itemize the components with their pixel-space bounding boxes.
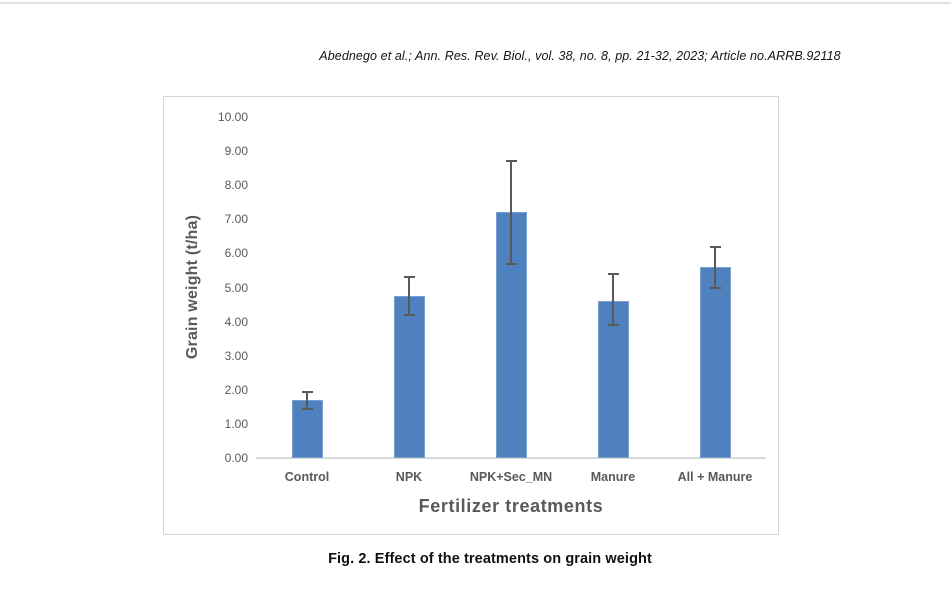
y-tick-label: 2.00 bbox=[224, 382, 248, 397]
error-bar-cap-top bbox=[709, 245, 721, 248]
y-tick-label: 5.00 bbox=[224, 280, 248, 295]
x-tick-label: All + Manure bbox=[677, 470, 753, 484]
y-tick-label: 6.00 bbox=[224, 246, 248, 261]
y-tick-label: 8.00 bbox=[224, 178, 248, 193]
y-tick-label: 7.00 bbox=[224, 212, 248, 227]
bar-all-manure bbox=[699, 267, 731, 458]
chart-frame: Grain weight (t/ha) 0.00 1.00 2.00 3.00 4.00… bbox=[163, 96, 779, 535]
x-tick-label: Control bbox=[284, 470, 330, 484]
error-bar-cap-bottom bbox=[607, 324, 619, 326]
error-bar-line bbox=[306, 391, 308, 409]
running-header: Abednego et al.; Ann. Res. Rev. Biol., v… bbox=[319, 49, 841, 63]
y-tick-label: 4.00 bbox=[224, 314, 248, 329]
error-bar-line bbox=[510, 161, 512, 264]
x-axis-title: Fertilizer treatments bbox=[418, 496, 604, 516]
y-tick-label: 9.00 bbox=[224, 144, 248, 159]
y-tick-label: 3.00 bbox=[224, 348, 248, 363]
page-top-divider bbox=[0, 2, 951, 4]
y-tick-label: 0.00 bbox=[224, 451, 248, 465]
x-tick-label: NPK+Sec_MN bbox=[469, 470, 553, 484]
bar-manure bbox=[597, 301, 629, 458]
error-bar-cap-bottom bbox=[301, 407, 313, 410]
figure-caption: Fig. 2. Effect of the treatments on grai… bbox=[328, 551, 652, 567]
error-bar-line bbox=[714, 246, 716, 288]
error-bar-cap-top bbox=[301, 390, 313, 393]
x-tick-label: Manure bbox=[590, 470, 636, 484]
error-bar-cap-top bbox=[607, 272, 619, 275]
bar-control bbox=[291, 400, 323, 458]
error-bar-cap-top bbox=[403, 276, 415, 279]
error-bar-cap-bottom bbox=[505, 262, 517, 265]
x-axis-line bbox=[256, 457, 766, 459]
bar-npk bbox=[393, 296, 425, 458]
error-bar-cap-top bbox=[505, 160, 517, 163]
error-bar-cap-bottom bbox=[709, 286, 721, 289]
y-tick-label: 10.00 bbox=[217, 110, 248, 124]
error-bar-line bbox=[612, 273, 614, 325]
y-tick-label: 1.00 bbox=[224, 416, 248, 431]
error-bar-line bbox=[408, 277, 410, 315]
x-tick-label: NPK bbox=[395, 470, 423, 484]
error-bar-cap-bottom bbox=[403, 313, 415, 316]
